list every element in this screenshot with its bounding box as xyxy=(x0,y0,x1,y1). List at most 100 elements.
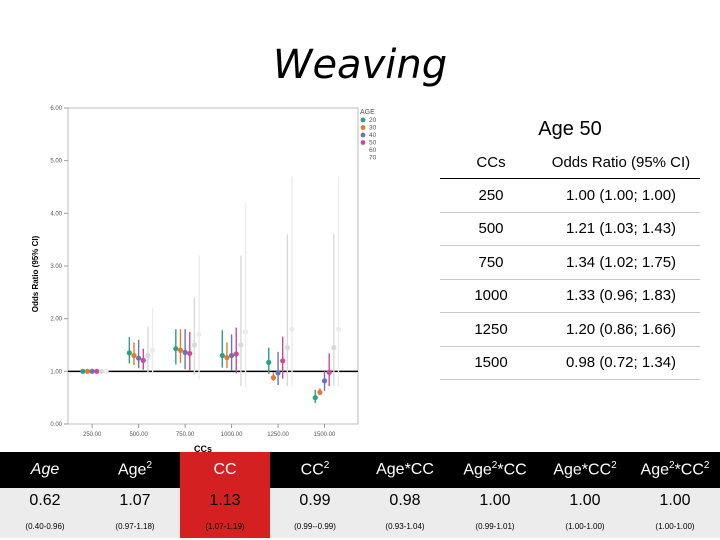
data-point xyxy=(177,347,184,353)
y-tick-label: 0.00 xyxy=(50,422,62,428)
table-row: 1500 0.98 (0.72; 1.34) xyxy=(440,346,700,380)
odds-ratio-chart: 0.00 1.00 2.00 3.00 4.00 5.00 6.00 250.00 500.00… xyxy=(31,106,377,454)
page-title: Weaving xyxy=(272,42,448,88)
cc-cell: 1500 xyxy=(440,346,542,380)
legend-entry: 60 xyxy=(369,147,377,154)
data-point xyxy=(321,378,328,384)
data-point xyxy=(140,357,146,363)
data-point xyxy=(238,342,244,348)
data-point xyxy=(326,369,332,375)
table-row: 1250 1.20 (0.86; 1.66) xyxy=(440,312,700,347)
data-point xyxy=(289,326,295,332)
y-tick-label: 5.00 xyxy=(50,159,62,165)
data-point xyxy=(275,370,281,376)
data-point xyxy=(224,355,230,361)
x-tick-label: 250.00 xyxy=(83,432,102,438)
legend-entry: 50 xyxy=(369,140,377,147)
data-point xyxy=(270,375,277,381)
header-age2: Age2 xyxy=(90,452,180,488)
data-point xyxy=(94,368,100,374)
value-cell: 1.07 xyxy=(90,488,180,514)
or-cell: 1.21 (1.03; 1.43) xyxy=(542,212,700,246)
table-row: 1000 1.33 (0.96; 1.83) xyxy=(440,279,700,313)
data-point xyxy=(335,326,342,332)
header-age2-cc: Age2*CC xyxy=(450,452,540,488)
header-age-cc2: Age*CC2 xyxy=(540,452,630,488)
data-point xyxy=(136,355,142,361)
table-row: 250 1.00 (1.00; 1.00) xyxy=(440,178,700,213)
ci-cell: (1.00-1.00) xyxy=(630,514,720,538)
value-cell: 1.00 xyxy=(540,488,630,514)
data-point xyxy=(242,329,249,335)
data-point xyxy=(149,347,156,353)
data-point xyxy=(266,359,272,365)
ci-cell: (0.99-1.01) xyxy=(450,514,540,538)
or-cell: 1.00 (1.00; 1.00) xyxy=(542,178,700,213)
ci-cell: (0.40-0.96) xyxy=(0,514,90,538)
age-table-title: Age 50 xyxy=(538,118,602,140)
cc-cell: 1250 xyxy=(440,312,542,347)
data-point xyxy=(80,368,86,374)
odds-ratio-header: Odds Ratio (95% CI) xyxy=(542,146,700,179)
table-row: 750 1.34 (1.02; 1.75) xyxy=(440,245,700,280)
x-axis-label: CCs xyxy=(194,444,212,454)
data-point xyxy=(187,350,193,357)
y-tick-label: 1.00 xyxy=(50,369,62,375)
value-cell: 1.13 xyxy=(180,488,270,514)
header-cc: CC xyxy=(180,452,270,488)
x-tick-label: 1250.00 xyxy=(267,432,289,438)
data-point xyxy=(317,389,323,395)
data-point xyxy=(131,352,137,359)
y-axis-label: Odds Ratio (95% CI) xyxy=(31,235,40,312)
or-cell: 0.98 (0.72; 1.34) xyxy=(542,346,700,380)
data-point xyxy=(126,350,132,356)
age-odds-ratio-table: CCs Odds Ratio (95% CI) 250 1.00 (1.00; … xyxy=(440,146,700,380)
ci-cell: (0.93-1.04) xyxy=(360,514,450,538)
data-point xyxy=(312,395,318,401)
coef-header-row: Age Age2 CC CC2 Age*CC Age2*CC Age*CC2 A… xyxy=(0,452,720,488)
x-tick-label: 750.00 xyxy=(176,432,195,438)
cc-cell: 500 xyxy=(440,212,542,246)
legend-entry: 70 xyxy=(369,155,377,162)
y-tick-label: 6.00 xyxy=(50,106,62,112)
coefficient-table: Age Age2 CC CC2 Age*CC Age2*CC Age*CC2 A… xyxy=(0,452,720,538)
y-tick-label: 4.00 xyxy=(50,211,62,217)
data-point xyxy=(103,368,109,374)
ci-cell: (0.97-1.18) xyxy=(90,514,180,538)
value-cell: 1.00 xyxy=(630,488,720,514)
or-cell: 1.33 (0.96; 1.83) xyxy=(542,279,700,313)
data-point xyxy=(228,352,235,359)
legend-marker xyxy=(360,140,366,145)
legend-marker xyxy=(360,125,366,130)
ci-cell: (1.07-1.19) xyxy=(180,514,270,538)
ccs-header: CCs xyxy=(440,146,542,179)
y-tick-label: 3.00 xyxy=(50,264,62,270)
legend-entry: 20 xyxy=(369,117,377,124)
cc-cell: 250 xyxy=(440,178,542,213)
legend-entry: 40 xyxy=(369,132,377,139)
value-cell: 0.62 xyxy=(0,488,90,514)
coef-value-row: 0.62 1.07 1.13 0.99 0.98 1.00 1.00 1.00 xyxy=(0,488,720,514)
data-point xyxy=(284,345,290,351)
data-point xyxy=(145,352,151,359)
legend-marker xyxy=(360,132,366,138)
header-cc2: CC2 xyxy=(270,452,360,488)
header-age: Age xyxy=(0,452,90,488)
cc-cell: 750 xyxy=(440,245,542,280)
header-age2-cc2: Age2*CC2 xyxy=(630,452,720,488)
x-tick-label: 1500.00 xyxy=(314,432,336,438)
x-tick-label: 500.00 xyxy=(129,432,148,438)
data-point xyxy=(84,368,91,374)
header-age-cc: Age*CC xyxy=(360,452,450,488)
value-cell: 0.99 xyxy=(270,488,360,514)
plot-area xyxy=(67,107,359,425)
table-row: 500 1.21 (1.03; 1.43) xyxy=(440,212,700,246)
data-point xyxy=(182,349,188,355)
coef-ci-row: (0.40-0.96) (0.97-1.18) (1.07-1.19) (0.9… xyxy=(0,514,720,538)
legend-title: AGE xyxy=(360,109,375,116)
legend-entry: 30 xyxy=(369,125,377,132)
data-point xyxy=(219,352,225,359)
cc-cell: 1000 xyxy=(440,279,542,313)
data-point xyxy=(173,346,179,352)
ci-cell: (1.00-1.00) xyxy=(540,514,630,538)
